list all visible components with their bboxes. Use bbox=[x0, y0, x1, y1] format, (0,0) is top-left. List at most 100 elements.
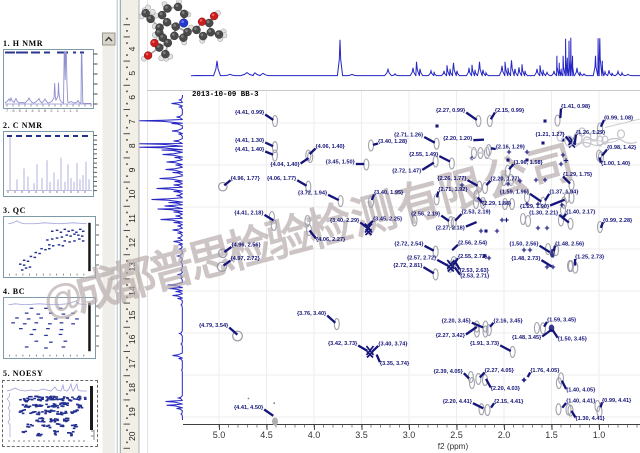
svg-text:{1.48, 2.56}: {1.48, 2.56} bbox=[555, 241, 585, 247]
svg-text:{1.50, 3.45}: {1.50, 3.45} bbox=[558, 336, 588, 342]
svg-text:{0.99, 2.28}: {0.99, 2.28} bbox=[603, 218, 633, 224]
svg-text:{1.29, 1.75}: {1.29, 1.75} bbox=[563, 172, 593, 178]
svg-text:4.0: 4.0 bbox=[308, 430, 321, 440]
svg-text:{1.48, 2.73}: {1.48, 2.73} bbox=[511, 256, 541, 262]
svg-text:2013-10-09 BB-3: 2013-10-09 BB-3 bbox=[192, 91, 259, 99]
svg-text:3.0: 3.0 bbox=[403, 430, 416, 440]
svg-text:{2.20, 1.20}: {2.20, 1.20} bbox=[443, 136, 473, 142]
svg-text:f2 (ppm): f2 (ppm) bbox=[438, 442, 469, 451]
svg-text:{2.53, 2.19}: {2.53, 2.19} bbox=[462, 210, 492, 216]
svg-text:{2.71, 1.26}: {2.71, 1.26} bbox=[394, 133, 424, 139]
svg-text:{2.27, 4.05}: {2.27, 4.05} bbox=[485, 368, 515, 374]
svg-text:{1.96, 1.58}: {1.96, 1.58} bbox=[514, 160, 544, 166]
svg-text:15: 15 bbox=[127, 310, 137, 320]
svg-text:{2.72, 1.47}: {2.72, 1.47} bbox=[392, 169, 422, 175]
svg-text:{1.37, 1.94}: {1.37, 1.94} bbox=[549, 190, 579, 196]
svg-text:19: 19 bbox=[127, 407, 137, 417]
svg-text:{2.27, 3.42}: {2.27, 3.42} bbox=[436, 333, 466, 339]
svg-text:10: 10 bbox=[127, 189, 137, 199]
svg-text:{1.40, 2.17}: {1.40, 2.17} bbox=[566, 210, 596, 216]
svg-text:2.5: 2.5 bbox=[450, 430, 463, 440]
svg-text:{3.42, 3.73}: {3.42, 3.73} bbox=[328, 341, 358, 347]
svg-text:{1.50, 2.56}: {1.50, 2.56} bbox=[509, 241, 539, 247]
svg-text:{4.06, 1.40}: {4.06, 1.40} bbox=[316, 144, 346, 150]
svg-text:9: 9 bbox=[127, 167, 137, 172]
svg-text:{4.96, 1.77}: {4.96, 1.77} bbox=[231, 176, 261, 182]
svg-text:18: 18 bbox=[127, 383, 137, 393]
svg-text:{2.20, 1.77}: {2.20, 1.77} bbox=[490, 177, 520, 183]
svg-text:7: 7 bbox=[127, 119, 137, 124]
svg-text:{3.40, 1.28}: {3.40, 1.28} bbox=[378, 139, 408, 145]
svg-text:{1.91, 3.73}: {1.91, 3.73} bbox=[470, 341, 500, 347]
svg-text:{1.30, 2.21}: {1.30, 2.21} bbox=[529, 211, 559, 217]
svg-text:{0.99, 1.08}: {0.99, 1.08} bbox=[604, 116, 634, 122]
svg-text:{1.40, 4.41}: {1.40, 4.41} bbox=[566, 399, 596, 405]
svg-text:{4.41, 4.50}: {4.41, 4.50} bbox=[234, 405, 264, 411]
svg-text:{4.04, 1.40}: {4.04, 1.40} bbox=[270, 162, 300, 168]
svg-text:{2.20, 4.03}: {2.20, 4.03} bbox=[491, 386, 521, 392]
svg-text:{2.57, 2.72}: {2.57, 2.72} bbox=[407, 256, 437, 262]
svg-text:5.0: 5.0 bbox=[213, 430, 226, 440]
svg-text:{2.27, 2.18}: {2.27, 2.18} bbox=[436, 225, 466, 231]
svg-text:{4.97, 2.72}: {4.97, 2.72} bbox=[231, 256, 261, 262]
svg-text:{1.00, 1.40}: {1.00, 1.40} bbox=[601, 161, 631, 167]
svg-text:{1.26, 1.29}: {1.26, 1.29} bbox=[576, 130, 606, 136]
svg-text:{3.45, 1.50}: {3.45, 1.50} bbox=[326, 160, 356, 166]
svg-text:{2.29, 1.88}: {2.29, 1.88} bbox=[482, 201, 512, 207]
svg-text:16: 16 bbox=[127, 334, 137, 344]
svg-text:{1.59, 1.96}: {1.59, 1.96} bbox=[500, 190, 530, 196]
svg-text:{2.53, 2.71}: {2.53, 2.71} bbox=[460, 273, 490, 279]
svg-text:4: 4 bbox=[127, 46, 137, 51]
svg-text:{1.48, 3.45}: {1.48, 3.45} bbox=[512, 335, 542, 341]
svg-text:{3.72, 1.94}: {3.72, 1.94} bbox=[298, 191, 328, 197]
svg-text:{2.20, 4.41}: {2.20, 4.41} bbox=[443, 399, 473, 405]
svg-text:{2.56, 2.54}: {2.56, 2.54} bbox=[458, 240, 488, 246]
svg-text:{2.71, 1.92}: {2.71, 1.92} bbox=[438, 187, 468, 193]
svg-text:12: 12 bbox=[127, 238, 137, 248]
svg-text:{3.40, 3.74}: {3.40, 3.74} bbox=[378, 342, 408, 348]
svg-text:{2.72, 2.81}: {2.72, 2.81} bbox=[393, 263, 423, 269]
svg-text:14: 14 bbox=[127, 286, 137, 296]
svg-text:{4.41, 0.99}: {4.41, 0.99} bbox=[235, 110, 265, 116]
svg-text:{2.15, 4.41}: {2.15, 4.41} bbox=[494, 399, 524, 405]
svg-text:{2.55, 2.72}: {2.55, 2.72} bbox=[458, 254, 488, 260]
svg-text:{4.96, 2.56}: {4.96, 2.56} bbox=[231, 243, 261, 249]
svg-text:{4.79, 3.54}: {4.79, 3.54} bbox=[199, 323, 229, 329]
svg-text:6: 6 bbox=[127, 95, 137, 100]
svg-text:{3.35, 3.74}: {3.35, 3.74} bbox=[380, 361, 410, 367]
svg-text:{1.25, 2.73}: {1.25, 2.73} bbox=[575, 255, 605, 261]
svg-text:{3.76, 3.40}: {3.76, 3.40} bbox=[297, 311, 327, 317]
svg-text:{1.76, 4.05}: {1.76, 4.05} bbox=[530, 368, 560, 374]
svg-text:{2.15, 0.99}: {2.15, 0.99} bbox=[495, 108, 525, 114]
svg-text:{2.55, 1.49}: {2.55, 1.49} bbox=[409, 152, 439, 158]
svg-text:{2.39, 4.05}: {2.39, 4.05} bbox=[434, 369, 464, 375]
svg-text:{2.16, 1.29}: {2.16, 1.29} bbox=[496, 145, 526, 151]
svg-text:{2.27, 0.99}: {2.27, 0.99} bbox=[436, 108, 466, 114]
svg-text:13: 13 bbox=[127, 262, 137, 272]
svg-text:3.5: 3.5 bbox=[355, 430, 368, 440]
svg-text:1.5: 1.5 bbox=[545, 430, 558, 440]
svg-text:{2.53, 2.63}: {2.53, 2.63} bbox=[460, 268, 490, 274]
svg-text:11: 11 bbox=[127, 214, 137, 223]
svg-text:4.5: 4.5 bbox=[260, 430, 273, 440]
svg-text:{4.41, 1.30}: {4.41, 1.30} bbox=[235, 138, 265, 144]
svg-text:{2.26, 1.77}: {2.26, 1.77} bbox=[437, 176, 467, 182]
svg-text:{1.30, 4.41}: {1.30, 4.41} bbox=[576, 416, 606, 422]
svg-text:{3.45, 2.25}: {3.45, 2.25} bbox=[373, 217, 403, 223]
svg-text:{4.06, 2.27}: {4.06, 2.27} bbox=[316, 237, 346, 243]
svg-text:5: 5 bbox=[127, 71, 137, 76]
svg-text:{1.41, 0.98}: {1.41, 0.98} bbox=[561, 104, 591, 110]
svg-text:{4.41, 2.18}: {4.41, 2.18} bbox=[234, 211, 264, 217]
svg-text:17: 17 bbox=[127, 359, 137, 369]
svg-text:{3.40, 2.29}: {3.40, 2.29} bbox=[330, 218, 360, 224]
svg-text:{0.99, 4.41}: {0.99, 4.41} bbox=[602, 398, 632, 404]
svg-text:8: 8 bbox=[127, 143, 137, 148]
svg-text:2.0: 2.0 bbox=[498, 430, 511, 440]
svg-text:{0.98, 1.42}: {0.98, 1.42} bbox=[607, 145, 637, 151]
svg-text:{4.41, 1.40}: {4.41, 1.40} bbox=[235, 147, 265, 153]
svg-text:{1.29, 1.90}: {1.29, 1.90} bbox=[520, 204, 550, 210]
svg-text:{3.40, 1.95}: {3.40, 1.95} bbox=[374, 190, 404, 196]
svg-text:{1.59, 3.45}: {1.59, 3.45} bbox=[547, 318, 577, 324]
svg-text:{4.06, 1.77}: {4.06, 1.77} bbox=[267, 176, 297, 182]
svg-text:{2.72, 2.54}: {2.72, 2.54} bbox=[394, 242, 424, 248]
